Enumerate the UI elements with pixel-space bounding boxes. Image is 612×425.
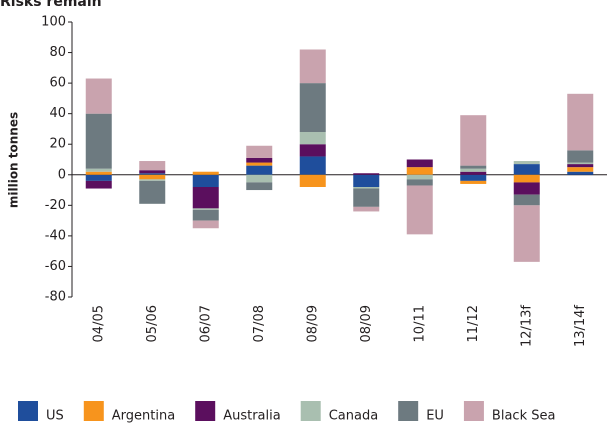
chart-title: Risks remain xyxy=(0,0,102,10)
bar-segment xyxy=(192,171,219,175)
bar-segment xyxy=(299,144,326,157)
bar-segment xyxy=(299,132,326,145)
bar-segment xyxy=(353,187,380,189)
bar-segment xyxy=(567,150,594,163)
bar-segment xyxy=(246,162,273,166)
x-tick-label: 08/09 xyxy=(305,305,320,342)
y-tick-label: -40 xyxy=(45,228,66,243)
bar-segment xyxy=(246,174,273,183)
x-tick-label: 05/06 xyxy=(145,305,160,342)
legend-swatch xyxy=(463,401,484,421)
y-tick-label: 40 xyxy=(49,106,66,121)
bar-segment xyxy=(299,174,326,187)
bar-segment xyxy=(139,161,166,171)
legend-label: EU xyxy=(426,409,444,424)
bar-segment xyxy=(513,161,540,165)
bar-segment xyxy=(85,174,112,181)
bar-segment xyxy=(353,206,380,212)
bar-segment xyxy=(85,171,112,175)
bar-segment xyxy=(353,174,380,187)
legend-label: Black Sea xyxy=(492,409,556,424)
bar-segment xyxy=(513,205,540,262)
legend-swatch xyxy=(300,401,321,421)
x-tick-label: 11/12 xyxy=(466,305,481,342)
bar-segment xyxy=(567,167,594,172)
bar-segment xyxy=(139,170,166,174)
legend-label: Australia xyxy=(223,409,281,424)
y-tick-label: 80 xyxy=(49,45,66,60)
bar-segment xyxy=(192,174,219,187)
bar-segment xyxy=(460,165,487,169)
legend-swatch xyxy=(398,401,419,421)
x-tick-label: 04/05 xyxy=(91,305,106,342)
x-tick-label: 12/13f xyxy=(519,305,534,347)
bar-segment xyxy=(85,113,112,169)
bar-segment xyxy=(85,168,112,172)
x-tick-label: 10/11 xyxy=(412,305,427,342)
bar-segment xyxy=(406,159,433,168)
y-tick-label: 60 xyxy=(49,76,66,91)
bar-segment xyxy=(406,174,433,180)
bar-segment xyxy=(139,180,166,204)
y-axis-label: million tonnes xyxy=(7,112,21,208)
legend-swatch xyxy=(18,401,38,421)
y-tick-label: -60 xyxy=(45,259,66,274)
bar-segment xyxy=(246,145,273,158)
bar-segment xyxy=(139,173,166,175)
bar-segment xyxy=(513,174,540,183)
bar-segment xyxy=(567,164,594,168)
bar-segment xyxy=(85,180,112,189)
bar-segment xyxy=(460,168,487,172)
bar-segment xyxy=(246,157,273,163)
legend-label: US xyxy=(46,409,64,424)
bar-segment xyxy=(567,162,594,165)
x-tick-label: 13/14f xyxy=(573,305,588,347)
bar-segment xyxy=(406,167,433,175)
y-tick-label: 100 xyxy=(41,15,66,30)
bar-segment xyxy=(513,164,540,175)
legend-swatch xyxy=(195,401,216,421)
bar-segment xyxy=(192,187,219,209)
x-tick-label: 08/09 xyxy=(359,305,374,342)
bar-segment xyxy=(299,156,326,175)
bar-segment xyxy=(139,179,166,181)
bar-segment xyxy=(139,174,166,180)
bar-segment xyxy=(353,188,380,207)
bar-segment xyxy=(460,171,487,175)
bar-segment xyxy=(299,83,326,132)
bar-segment xyxy=(460,180,487,184)
bar-segment xyxy=(406,185,433,235)
bar-segment xyxy=(85,78,112,114)
bar-segment xyxy=(460,115,487,166)
bar-segment xyxy=(192,208,219,210)
legend-label: Argentina xyxy=(112,409,175,424)
x-tick-label: 06/07 xyxy=(198,305,213,342)
bar-segment xyxy=(192,209,219,221)
x-tick-label: 07/08 xyxy=(252,305,267,342)
bar-segment xyxy=(353,173,380,175)
y-tick-label: -80 xyxy=(45,290,66,305)
bar-segment xyxy=(513,182,540,195)
bar-segment xyxy=(246,165,273,175)
bar-segment xyxy=(246,182,273,191)
bar-segment xyxy=(567,93,594,151)
bar-segment xyxy=(299,49,326,84)
bar-segment xyxy=(192,220,219,229)
bar-segment xyxy=(406,179,433,186)
bar-segment xyxy=(460,174,487,181)
y-tick-label: 20 xyxy=(49,137,66,152)
bar-segment xyxy=(513,194,540,206)
y-tick-label: -20 xyxy=(45,198,66,213)
y-tick-label: 0 xyxy=(58,167,66,182)
legend-label: Canada xyxy=(329,409,378,424)
legend-swatch xyxy=(83,401,104,421)
bar-segment xyxy=(567,171,594,175)
